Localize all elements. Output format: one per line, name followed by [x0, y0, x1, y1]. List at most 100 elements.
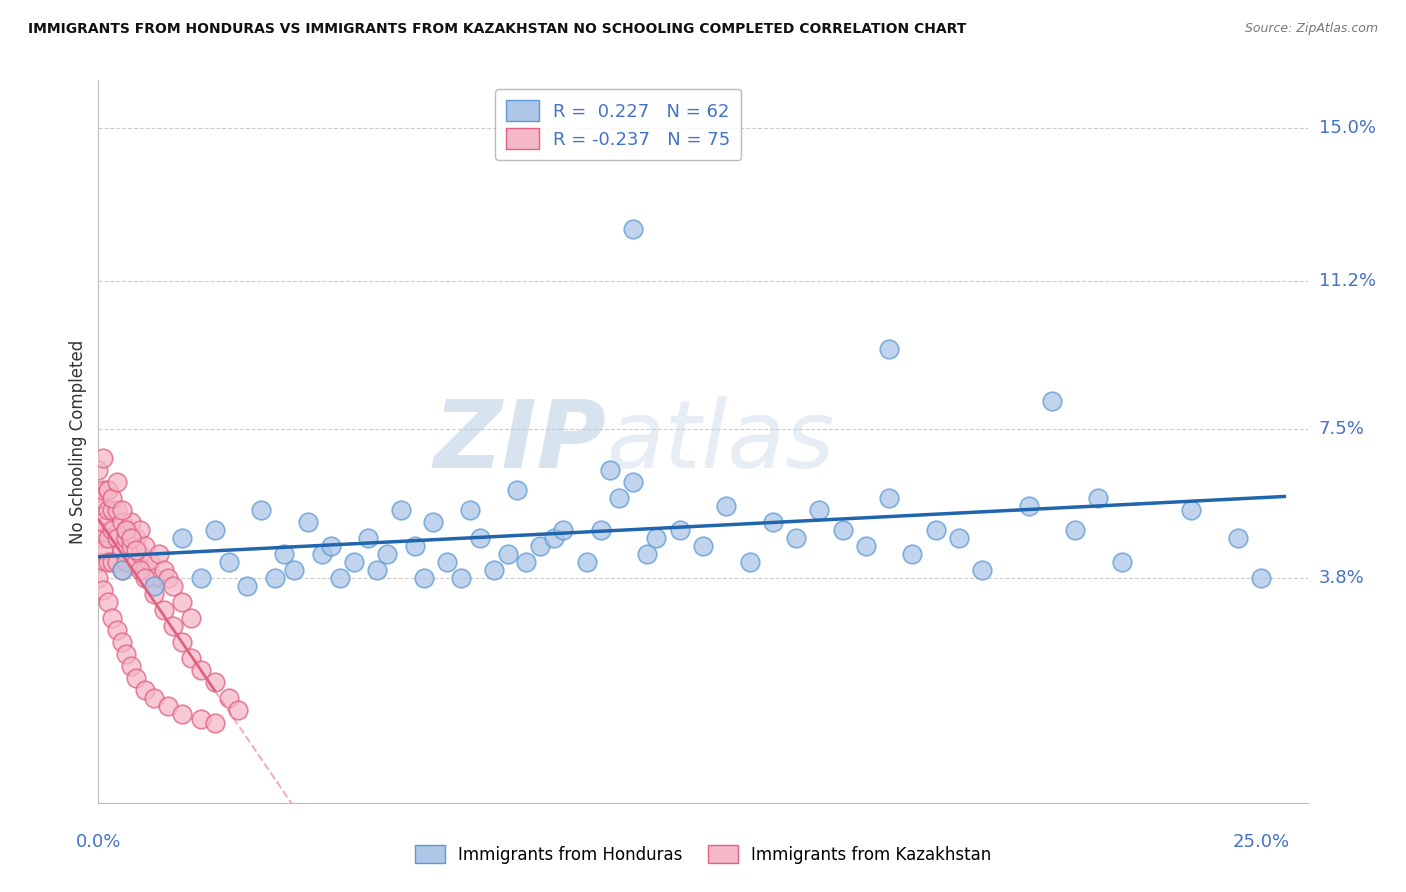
Point	[236, 579, 259, 593]
Point	[115, 531, 138, 545]
Text: 0.0%: 0.0%	[76, 833, 121, 851]
Point	[138, 555, 160, 569]
Point	[808, 502, 831, 516]
Point	[1250, 571, 1272, 585]
Point	[91, 542, 114, 557]
Point	[124, 671, 146, 685]
Point	[404, 539, 426, 553]
Point	[343, 555, 366, 569]
Point	[120, 659, 142, 673]
Point	[105, 555, 128, 569]
Point	[297, 515, 319, 529]
Point	[190, 664, 212, 678]
Point	[738, 555, 761, 569]
Point	[129, 547, 152, 561]
Point	[1018, 499, 1040, 513]
Point	[91, 450, 114, 465]
Text: Source: ZipAtlas.com: Source: ZipAtlas.com	[1244, 22, 1378, 36]
Point	[143, 691, 166, 706]
Point	[329, 571, 352, 585]
Point	[180, 611, 202, 625]
Text: IMMIGRANTS FROM HONDURAS VS IMMIGRANTS FROM KAZAKHSTAN NO SCHOOLING COMPLETED CO: IMMIGRANTS FROM HONDURAS VS IMMIGRANTS F…	[28, 22, 966, 37]
Point	[692, 539, 714, 553]
Point	[762, 515, 785, 529]
Text: 15.0%: 15.0%	[1319, 120, 1375, 137]
Point	[204, 523, 226, 537]
Point	[553, 523, 575, 537]
Y-axis label: No Schooling Completed: No Schooling Completed	[69, 340, 87, 543]
Point	[190, 712, 212, 726]
Point	[162, 579, 184, 593]
Point	[901, 547, 924, 561]
Point	[148, 547, 170, 561]
Legend: Immigrants from Honduras, Immigrants from Kazakhstan: Immigrants from Honduras, Immigrants fro…	[408, 838, 998, 871]
Point	[115, 648, 138, 662]
Point	[87, 491, 110, 505]
Point	[105, 475, 128, 489]
Point	[482, 563, 505, 577]
Point	[264, 571, 287, 585]
Point	[111, 563, 134, 577]
Point	[120, 539, 142, 553]
Point	[91, 483, 114, 497]
Point	[101, 611, 124, 625]
Point	[124, 531, 146, 545]
Point	[668, 523, 690, 537]
Point	[124, 542, 146, 557]
Point	[97, 531, 120, 545]
Point	[87, 462, 110, 476]
Point	[1087, 491, 1109, 505]
Point	[218, 555, 240, 569]
Point	[636, 547, 658, 561]
Point	[172, 531, 194, 545]
Point	[1040, 394, 1063, 409]
Point	[450, 571, 472, 585]
Point	[529, 539, 551, 553]
Point	[877, 491, 900, 505]
Point	[785, 531, 807, 545]
Text: atlas: atlas	[606, 396, 835, 487]
Point	[162, 619, 184, 633]
Point	[87, 571, 110, 585]
Point	[134, 683, 156, 698]
Point	[948, 531, 970, 545]
Point	[589, 523, 612, 537]
Point	[218, 691, 240, 706]
Point	[543, 531, 565, 545]
Point	[97, 555, 120, 569]
Point	[1226, 531, 1249, 545]
Point	[172, 595, 194, 609]
Point	[143, 587, 166, 601]
Point	[607, 491, 630, 505]
Point	[134, 563, 156, 577]
Point	[515, 555, 537, 569]
Point	[250, 502, 273, 516]
Point	[375, 547, 398, 561]
Point	[389, 502, 412, 516]
Point	[855, 539, 877, 553]
Point	[575, 555, 598, 569]
Point	[357, 531, 380, 545]
Point	[468, 531, 491, 545]
Point	[172, 635, 194, 649]
Point	[143, 571, 166, 585]
Point	[115, 523, 138, 537]
Point	[111, 542, 134, 557]
Point	[716, 499, 738, 513]
Point	[129, 523, 152, 537]
Point	[226, 703, 249, 717]
Point	[134, 571, 156, 585]
Point	[124, 555, 146, 569]
Point	[105, 531, 128, 545]
Text: 7.5%: 7.5%	[1319, 420, 1365, 439]
Point	[172, 707, 194, 722]
Point	[204, 675, 226, 690]
Point	[152, 563, 174, 577]
Point	[143, 579, 166, 593]
Point	[283, 563, 305, 577]
Point	[157, 699, 180, 714]
Point	[111, 515, 134, 529]
Point	[413, 571, 436, 585]
Point	[831, 523, 853, 537]
Point	[97, 595, 120, 609]
